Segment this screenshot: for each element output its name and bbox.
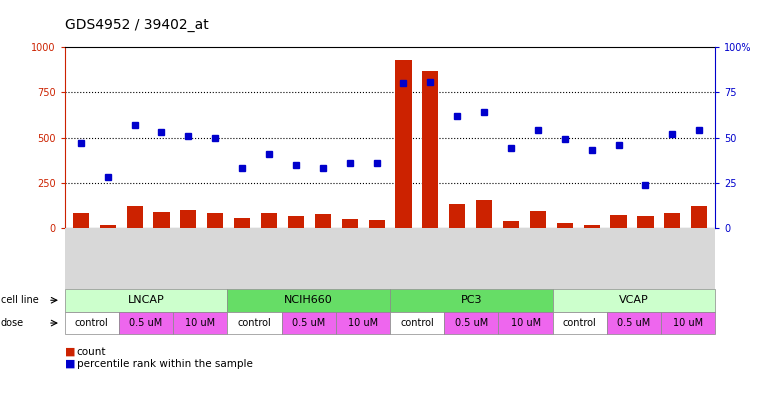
Text: LNCAP: LNCAP bbox=[128, 295, 164, 305]
Bar bbox=[315, 214, 331, 228]
Text: percentile rank within the sample: percentile rank within the sample bbox=[77, 359, 253, 369]
Text: 0.5 uM: 0.5 uM bbox=[292, 318, 325, 328]
Bar bbox=[557, 222, 573, 228]
Bar bbox=[691, 206, 707, 228]
Text: cell line: cell line bbox=[1, 295, 39, 305]
Text: 0.5 uM: 0.5 uM bbox=[129, 318, 163, 328]
Text: PC3: PC3 bbox=[460, 295, 482, 305]
Text: 10 uM: 10 uM bbox=[185, 318, 215, 328]
Bar bbox=[449, 204, 465, 228]
Bar bbox=[180, 210, 196, 228]
Bar bbox=[261, 213, 277, 228]
Bar bbox=[530, 211, 546, 228]
Text: dose: dose bbox=[1, 318, 24, 328]
Bar bbox=[288, 216, 304, 228]
Bar bbox=[476, 200, 492, 228]
Bar bbox=[126, 206, 142, 228]
Bar bbox=[610, 215, 626, 228]
Bar bbox=[664, 213, 680, 228]
Bar bbox=[234, 218, 250, 228]
Text: 10 uM: 10 uM bbox=[511, 318, 540, 328]
Bar bbox=[154, 212, 170, 228]
Bar bbox=[368, 220, 384, 228]
Bar bbox=[207, 213, 223, 228]
Bar bbox=[342, 219, 358, 228]
Text: control: control bbox=[237, 318, 272, 328]
Text: 0.5 uM: 0.5 uM bbox=[617, 318, 651, 328]
Bar bbox=[503, 221, 519, 228]
Bar bbox=[422, 71, 438, 228]
Text: 10 uM: 10 uM bbox=[348, 318, 378, 328]
Text: ■: ■ bbox=[65, 347, 75, 357]
Text: count: count bbox=[77, 347, 107, 357]
Text: 10 uM: 10 uM bbox=[673, 318, 703, 328]
Bar bbox=[638, 216, 654, 228]
Bar bbox=[396, 60, 412, 228]
Text: control: control bbox=[75, 318, 109, 328]
Text: control: control bbox=[563, 318, 597, 328]
Bar bbox=[73, 213, 89, 228]
Text: GDS4952 / 39402_at: GDS4952 / 39402_at bbox=[65, 18, 209, 32]
Text: control: control bbox=[400, 318, 434, 328]
Text: 0.5 uM: 0.5 uM bbox=[455, 318, 488, 328]
Text: NCIH660: NCIH660 bbox=[285, 295, 333, 305]
Text: VCAP: VCAP bbox=[619, 295, 649, 305]
Text: ■: ■ bbox=[65, 359, 75, 369]
Bar bbox=[584, 225, 600, 228]
Bar bbox=[100, 225, 116, 228]
